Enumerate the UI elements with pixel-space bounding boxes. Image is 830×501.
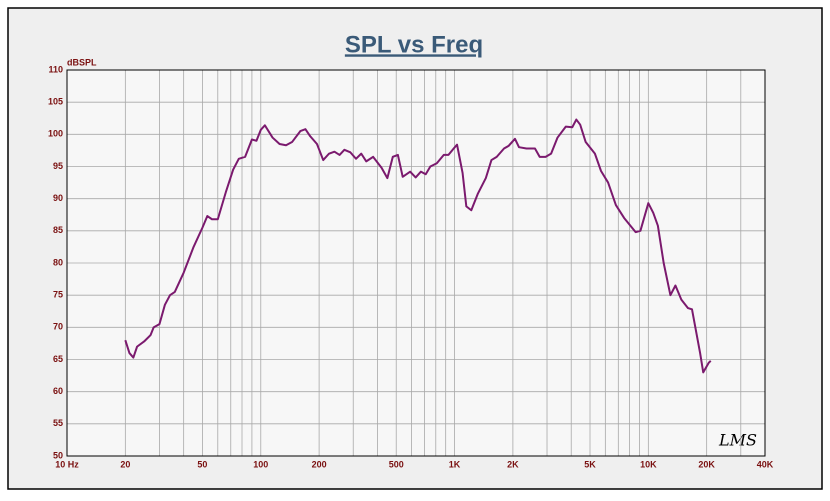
x-tick-label: 10 Hz (55, 459, 79, 469)
y-tick-label: 50 (53, 450, 63, 460)
x-tick-label: 20 (120, 459, 130, 469)
spl-line (124, 118, 712, 374)
y-tick-label: 75 (53, 290, 63, 300)
y-tick-label: 100 (48, 129, 63, 139)
y-tick-label: 105 (48, 97, 63, 107)
x-tick-label: 500 (389, 459, 404, 469)
x-tick-label: 10K (640, 459, 657, 469)
x-tick-label: 200 (312, 459, 327, 469)
y-tick-label: 55 (53, 418, 63, 428)
x-tick-label: 1K (449, 459, 461, 469)
x-tick-label: 5K (584, 459, 596, 469)
y-tick-label: 95 (53, 161, 63, 171)
x-tick-label: 100 (253, 459, 268, 469)
chart-title: SPL vs Freq (345, 31, 483, 58)
y-tick-label: 80 (53, 257, 63, 267)
watermark: LMS (718, 431, 757, 450)
x-tick-label: 40K (757, 459, 774, 469)
y-tick-label: 85 (53, 225, 63, 235)
x-tick-label: 2K (507, 459, 519, 469)
y-tick-label: 110 (48, 64, 63, 74)
y-axis-label: dBSPL (67, 57, 97, 67)
x-tick-label: 20K (698, 459, 715, 469)
plot-border (66, 69, 766, 457)
y-tick-label: 65 (53, 354, 63, 364)
x-tick-label: 50 (197, 459, 207, 469)
y-tick-label: 70 (53, 322, 63, 332)
y-tick-label: 90 (53, 193, 63, 203)
y-tick-label: 60 (53, 386, 63, 396)
